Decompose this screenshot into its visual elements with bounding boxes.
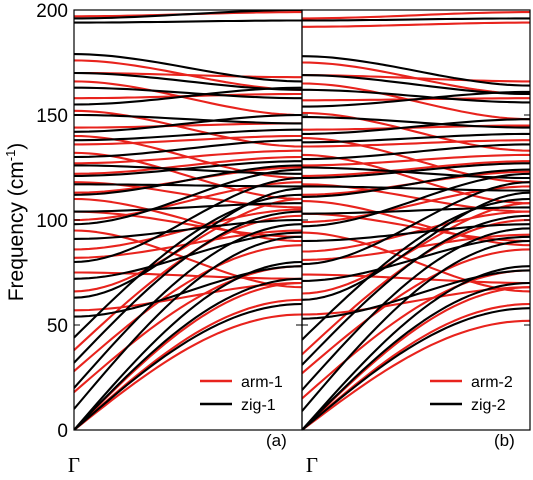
arm-2-branch [302, 248, 530, 375]
arm-2-branch [302, 286, 530, 316]
legend-b-zig-label: zig-2 [471, 397, 506, 414]
panel-a-ticks [74, 9, 302, 431]
y-axis-title-close: ) [5, 143, 28, 150]
zig-2-branch [302, 197, 530, 341]
panel-a-branches [74, 10, 302, 430]
arm-2-branch [302, 11, 530, 20]
zig-2-branch [302, 74, 530, 96]
zig-2-branch [302, 88, 530, 104]
zig-1-branch [74, 223, 302, 389]
zig-1-branch [74, 113, 302, 133]
zig-2-branch [302, 265, 530, 430]
y-axis-title: Frequency (cm-1) [3, 143, 28, 302]
zig-2-branch [302, 162, 530, 180]
arm-1-branch [74, 244, 302, 372]
panel-b-ticks [302, 9, 530, 431]
zig-1-branch [74, 218, 302, 240]
zig-1-branch [74, 160, 302, 177]
zig-2-branch [302, 191, 530, 301]
zig-1-branch [74, 183, 302, 188]
zig-2-branch [302, 143, 530, 161]
zig-1-branch [74, 231, 302, 280]
y-axis-title-main: Frequency (cm [5, 161, 28, 301]
panel-b-branches [302, 11, 530, 430]
y-tick-label: 50 [47, 316, 68, 337]
zig-1-branch [74, 139, 302, 159]
y-tick-label: 0 [57, 421, 68, 442]
legend-a-arm-label: arm-1 [241, 374, 283, 391]
zig-1-branch [74, 164, 302, 175]
zig-2-branch [302, 55, 530, 87]
zig-1-branch [74, 71, 302, 91]
zig-2-branch [302, 181, 530, 266]
zig-2-branch [302, 206, 530, 215]
y-tick-label: 100 [36, 211, 68, 232]
zig-1-branch [74, 202, 302, 213]
zig-1-branch [74, 260, 302, 430]
panel-a-tag: (a) [266, 431, 287, 450]
zig-2-branch [302, 116, 530, 129]
zig-2-branch [302, 269, 530, 320]
zig-1-branch [74, 187, 302, 299]
arm-2-branch [302, 111, 530, 152]
arm-1-branch [74, 210, 302, 238]
arm-2-branch [302, 21, 530, 28]
zig-1-branch [74, 128, 302, 142]
x-tick-label-a: Γ [68, 453, 80, 477]
zig-1-branch [74, 10, 302, 20]
zig-1-branch [74, 277, 302, 430]
panel-a: arm-1 zig-1 (a) [73, 9, 303, 450]
zig-2-branch [302, 223, 530, 243]
arm-2-branch [302, 160, 530, 177]
arm-1-branch [74, 155, 302, 175]
y-tick-label: 150 [36, 106, 68, 127]
zig-2-branch [302, 168, 530, 198]
zig-1-branch [74, 193, 302, 339]
zig-1-branch [74, 265, 302, 318]
zig-1-branch [74, 235, 302, 410]
zig-2-branch [302, 17, 530, 22]
zig-2-branch [302, 118, 530, 135]
zig-2-branch [302, 185, 530, 192]
zig-1-branch [74, 302, 302, 430]
zig-2-branch [302, 166, 530, 180]
zig-2-branch [302, 132, 530, 144]
panel-b: arm-2 zig-2 (b) [301, 9, 531, 450]
zig-2-branch [302, 239, 530, 412]
arm-2-branch [302, 61, 530, 96]
arm-1-branch [74, 109, 302, 148]
x-tick-label-b: Γ [306, 453, 318, 477]
y-tick-labels: 0 50 100 150 200 [36, 1, 68, 442]
arm-2-branch [302, 82, 530, 121]
legend-a-zig-label: zig-1 [241, 397, 276, 414]
zig-2-branch [302, 281, 530, 430]
panel-b-tag: (b) [494, 431, 515, 450]
legend-b-arm-label: arm-2 [471, 374, 513, 391]
zig-1-branch [74, 113, 302, 125]
arm-1-branch [74, 80, 302, 117]
arm-1-branch [74, 313, 302, 430]
zig-1-branch [74, 53, 302, 83]
arm-2-branch [302, 212, 530, 243]
zig-1-branch [74, 164, 302, 196]
zig-2-branch [302, 227, 530, 391]
legend-b: arm-2 zig-2 [430, 374, 513, 414]
y-axis-title-superscript: -1 [3, 150, 18, 162]
y-tick-label: 200 [36, 1, 68, 22]
zig-2-branch [302, 307, 530, 430]
arm-1-branch [74, 59, 302, 91]
zig-1-branch [74, 19, 302, 24]
arm-2-branch [302, 273, 530, 285]
arm-2-branch [302, 139, 530, 148]
zig-1-branch [74, 86, 302, 100]
arm-2-branch [302, 319, 530, 430]
zig-1-branch [74, 86, 302, 106]
legend-a: arm-1 zig-1 [200, 374, 283, 414]
zig-2-branch [302, 235, 530, 282]
arm-1-branch [74, 271, 302, 280]
zig-1-branch [74, 176, 302, 264]
arm-1-branch [74, 134, 302, 146]
